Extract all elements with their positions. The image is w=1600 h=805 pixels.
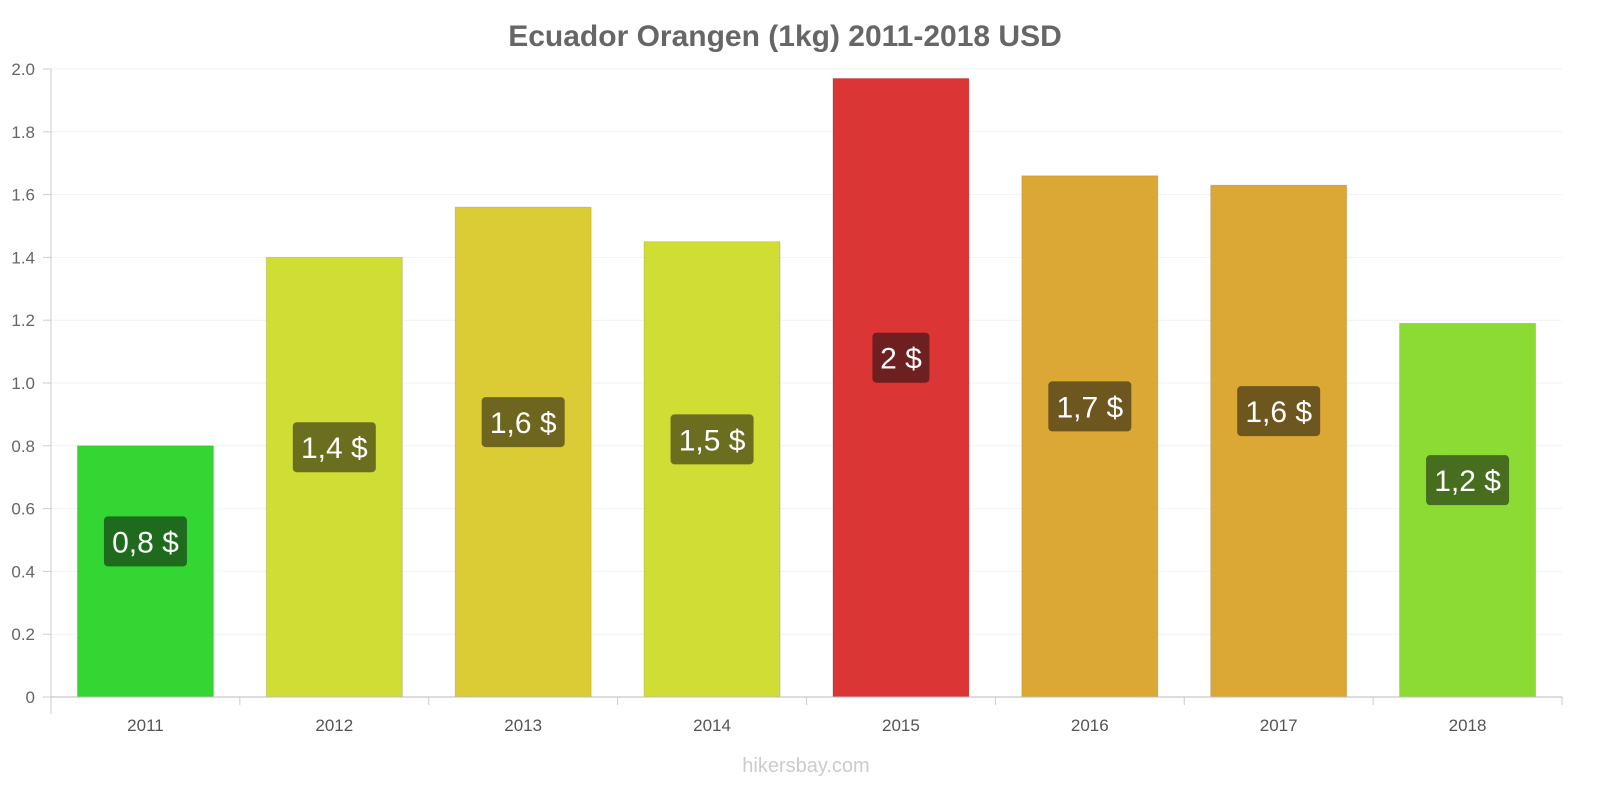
y-tick-label: 0.4 <box>11 562 35 581</box>
bar-2017 <box>1210 184 1348 698</box>
data-label-bg <box>103 516 187 567</box>
data-label-bg <box>670 414 754 465</box>
data-label: 1,2 $ <box>1434 465 1501 498</box>
x-tick-label: 2014 <box>693 716 731 735</box>
y-tick-label: 1.4 <box>11 248 35 267</box>
data-label-bg <box>292 422 376 473</box>
y-tick-label: 0.8 <box>11 437 35 456</box>
bar-2016 <box>1021 175 1159 698</box>
data-label: 0,8 $ <box>112 526 179 559</box>
y-tick-label: 1.0 <box>11 374 35 393</box>
y-tick-label: 0.6 <box>11 500 35 519</box>
y-tick-label: 1.8 <box>11 123 35 142</box>
y-tick-label: 0.2 <box>11 625 35 644</box>
axes: 0 0.2 0.4 0.6 0.8 1.0 1.2 1.4 1.6 1.8 2.0 2011 2012 2… <box>11 60 1563 735</box>
watermark: hikersbay.com <box>742 755 869 777</box>
x-tick-label: 2017 <box>1260 716 1298 735</box>
y-tick-label: 0 <box>26 688 35 707</box>
x-tick-label: 2012 <box>315 716 353 735</box>
data-label: 1,4 $ <box>301 432 368 465</box>
data-label: 2 $ <box>880 343 922 376</box>
x-tick-label: 2015 <box>882 716 920 735</box>
bar-2015 <box>832 77 970 698</box>
bar-2011 <box>76 445 214 698</box>
data-label: 1,5 $ <box>679 424 746 457</box>
data-label: 1,6 $ <box>490 407 557 440</box>
data-label-bg <box>1426 455 1510 506</box>
bars: 0,8 $ 1,4 $ 1,6 $ 1,5 $ 2 $ 1,7 $ 1,6 $ 1,2 $ <box>76 77 1537 698</box>
data-label: 1,6 $ <box>1245 396 1312 429</box>
data-label-bg <box>872 332 930 383</box>
x-tick-label: 2018 <box>1449 716 1487 735</box>
bar-2012 <box>265 256 403 698</box>
x-tick-label: 2016 <box>1071 716 1109 735</box>
data-label-bg <box>481 397 565 448</box>
chart-title: Ecuador Orangen (1kg) 2011-2018 USD <box>508 20 1062 53</box>
y-tick-label: 2.0 <box>11 60 35 79</box>
x-tick-label: 2011 <box>127 716 164 735</box>
data-label-bg <box>1048 381 1132 432</box>
bar-2018 <box>1399 322 1537 698</box>
y-tick-label: 1.2 <box>11 311 35 330</box>
y-tick-label: 1.6 <box>11 186 35 205</box>
data-label: 1,7 $ <box>1056 391 1123 424</box>
x-tick-label: 2013 <box>504 716 542 735</box>
bar-2014 <box>643 241 781 698</box>
bar-2013 <box>454 206 592 698</box>
data-label-bg <box>1237 386 1321 437</box>
